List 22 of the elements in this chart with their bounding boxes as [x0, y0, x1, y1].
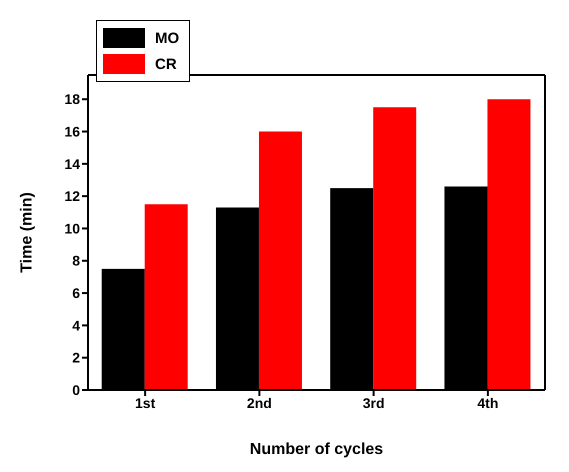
- y-tick-label: 16: [64, 124, 80, 140]
- y-tick-label: 14: [64, 156, 80, 172]
- y-tick-label: 12: [64, 188, 80, 204]
- legend-label: MO: [155, 30, 180, 46]
- bar: [144, 204, 188, 390]
- x-tick-label: 4th: [477, 394, 498, 411]
- x-tick-label: 1st: [135, 394, 156, 411]
- x-tick-label: 3rd: [362, 394, 385, 411]
- y-tick-label: 8: [72, 252, 80, 269]
- bar: [487, 99, 530, 390]
- bar: [258, 132, 302, 390]
- x-axis-title: Number of cycles: [250, 441, 384, 458]
- y-tick-label: 0: [72, 382, 80, 398]
- y-tick-label: 6: [72, 285, 80, 302]
- x-tick-label: 2nd: [246, 394, 272, 411]
- y-axis-title: Time (min): [18, 192, 36, 273]
- y-tick-label: 2: [72, 350, 80, 366]
- y-tick-label: 18: [64, 91, 80, 108]
- y-tick-label: 10: [64, 220, 80, 236]
- bar: [373, 107, 416, 390]
- y-tick-label: 4: [72, 317, 80, 334]
- legend-label: CR: [155, 56, 177, 72]
